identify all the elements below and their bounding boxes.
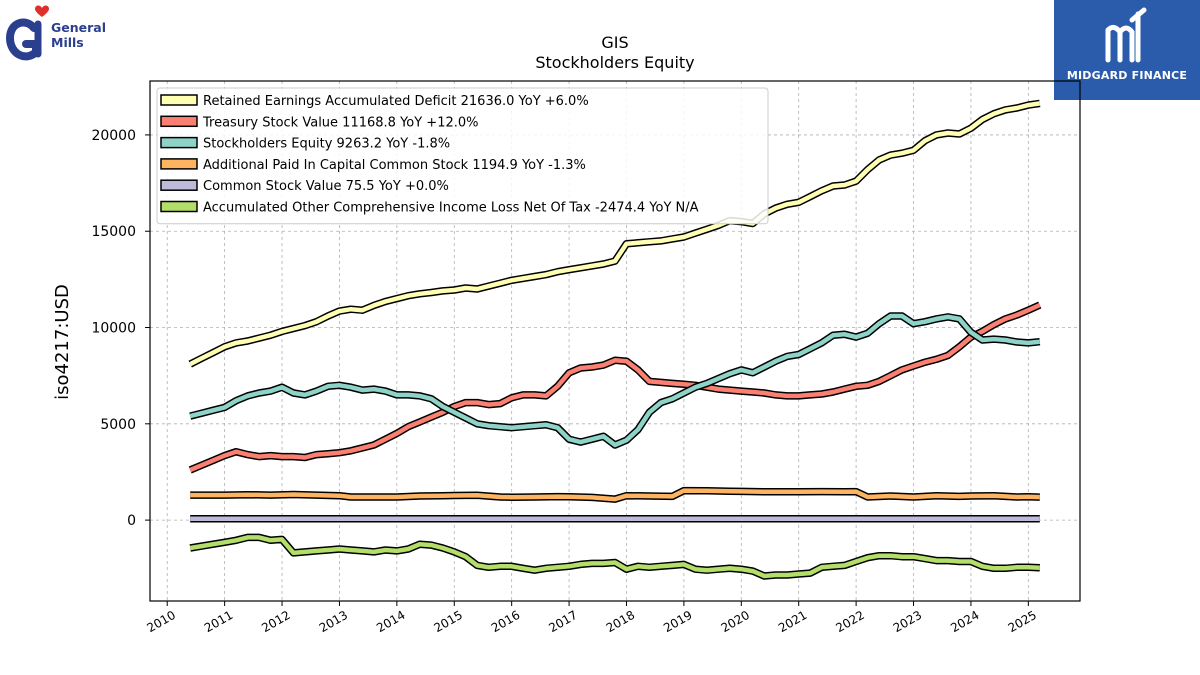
x-tick-label: 2014 xyxy=(374,608,407,635)
y-tick-label: 20000 xyxy=(91,128,136,144)
x-tick-label: 2012 xyxy=(259,608,292,635)
y-tick-label: 15000 xyxy=(91,224,136,240)
chart-subtitle: Stockholders Equity xyxy=(535,53,694,72)
x-tick-label: 2013 xyxy=(317,608,350,635)
x-tick-label: 2023 xyxy=(891,608,924,635)
legend-label: Common Stock Value 75.5 YoY +0.0% xyxy=(203,179,449,194)
x-tick-label: 2024 xyxy=(948,608,981,635)
y-tick-label: 10000 xyxy=(91,321,136,337)
x-tick-label: 2025 xyxy=(1006,608,1039,635)
series-3 xyxy=(190,486,1040,503)
series-1 xyxy=(188,301,1042,474)
series-line xyxy=(189,101,1041,367)
y-axis-label: iso4217:USD xyxy=(52,284,73,400)
series-0 xyxy=(188,99,1041,368)
legend-swatch xyxy=(160,158,198,170)
legend-label: Additional Paid In Capital Common Stock … xyxy=(203,158,586,173)
legend-swatch xyxy=(160,200,198,213)
legend-swatch xyxy=(160,115,198,128)
legend-box xyxy=(156,87,769,225)
series-line xyxy=(189,313,1041,448)
general-mills-g-mark xyxy=(5,5,49,61)
series-layer xyxy=(188,99,1042,580)
series-line-outline xyxy=(189,312,1041,449)
series-line xyxy=(189,535,1040,579)
x-tick-label: 2010 xyxy=(144,608,177,635)
legend-label: Stockholders Equity 9263.2 YoY -1.8% xyxy=(203,137,450,152)
plot-frame xyxy=(149,80,1081,602)
legend-swatch xyxy=(160,136,198,149)
general-mills-logo: General Mills xyxy=(4,4,119,68)
x-tick-label: 2022 xyxy=(833,608,866,635)
x-tick-label: 2015 xyxy=(432,608,465,635)
series-2 xyxy=(189,312,1041,449)
series-line xyxy=(189,302,1041,473)
series-line xyxy=(190,488,1040,502)
chart-title: GIS xyxy=(601,33,628,52)
y-tick-label: 5000 xyxy=(100,417,136,433)
company-name-line2: Mills xyxy=(51,35,84,50)
x-tick-label: 2011 xyxy=(202,608,235,635)
x-tick-label: 2020 xyxy=(719,608,752,635)
x-tick-label: 2019 xyxy=(661,608,694,635)
legend-swatch xyxy=(160,179,198,191)
legend-label: Retained Earnings Accumulated Deficit 21… xyxy=(203,94,589,109)
x-tick-label: 2021 xyxy=(776,608,809,635)
company-name-line1: General xyxy=(51,20,106,35)
x-tick-label: 2018 xyxy=(604,608,637,635)
legend-label: Accumulated Other Comprehensive Income L… xyxy=(203,201,699,216)
partner-name: MIDGARD FINANCE xyxy=(1066,69,1188,82)
x-tick-label: 2016 xyxy=(489,608,522,635)
legend-label: Treasury Stock Value 11168.8 YoY +12.0% xyxy=(202,115,479,130)
x-tick-label: 2017 xyxy=(546,608,579,635)
y-tick-label: 0 xyxy=(127,513,136,529)
heart-icon xyxy=(35,5,49,17)
midgard-finance-logo: MIDGARD FINANCE xyxy=(1054,0,1200,100)
legend: Retained Earnings Accumulated Deficit 21… xyxy=(156,87,769,225)
midgard-emblem-icon xyxy=(1105,7,1147,63)
legend-swatch xyxy=(160,94,198,106)
series-5 xyxy=(189,533,1040,580)
